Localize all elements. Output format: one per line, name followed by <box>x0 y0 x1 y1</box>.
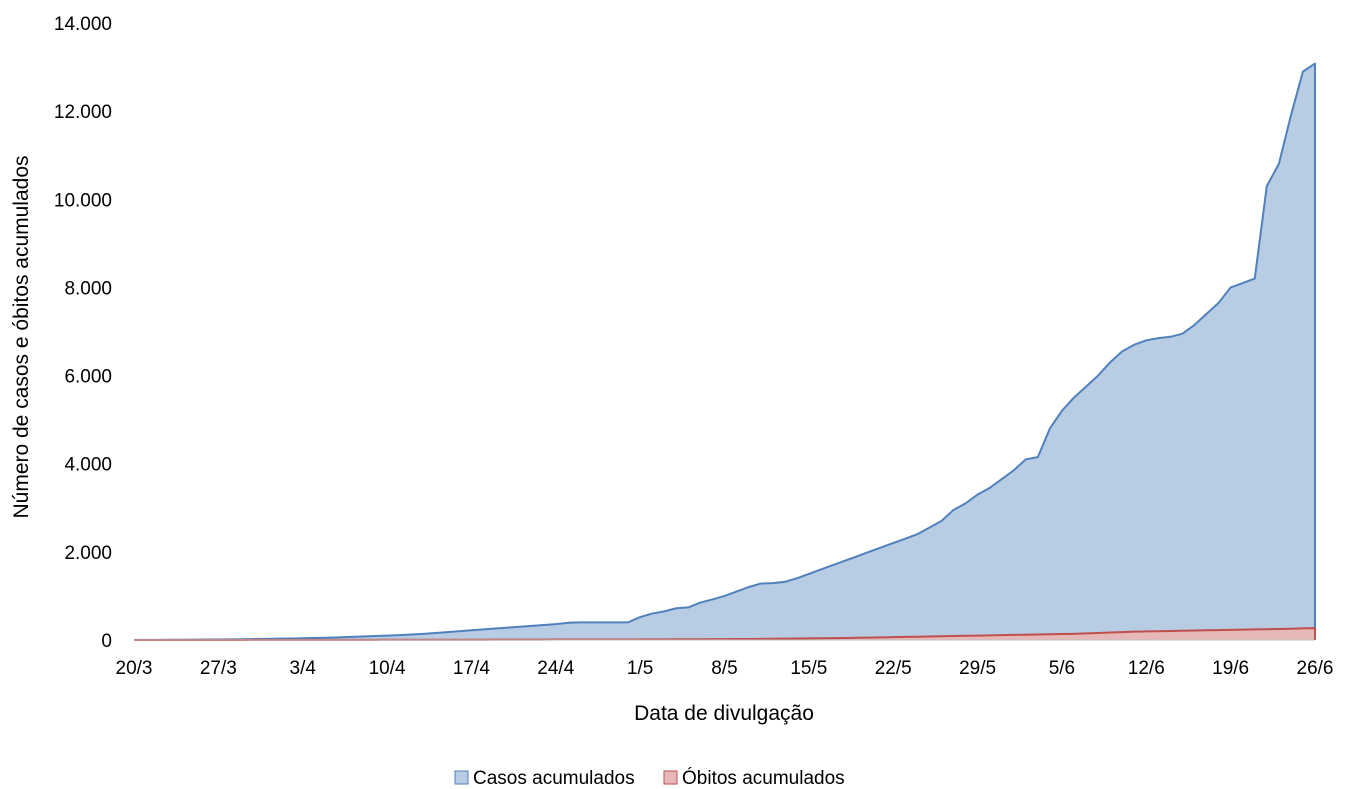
x-tick-label: 15/5 <box>790 658 827 679</box>
x-tick-label: 19/6 <box>1212 658 1249 679</box>
series-area-1 <box>134 628 1315 640</box>
legend-swatch-casos <box>454 770 469 785</box>
y-tick-label: 10.000 <box>54 190 112 211</box>
x-tick-label: 12/6 <box>1128 658 1165 679</box>
x-tick-label: 20/3 <box>116 658 153 679</box>
x-tick-label: 22/5 <box>875 658 912 679</box>
x-tick-label: 5/6 <box>1049 658 1075 679</box>
legend: Casos acumulados Óbitos acumulados <box>454 767 845 789</box>
legend-label-obitos: Óbitos acumulados <box>682 767 845 789</box>
x-axis-title: Data de divulgação <box>634 702 814 725</box>
y-tick-label: 12.000 <box>54 102 112 123</box>
x-tick-label: 1/5 <box>627 658 653 679</box>
x-tick-label: 24/4 <box>537 658 574 679</box>
x-tick-label: 3/4 <box>290 658 317 679</box>
legend-swatch-obitos <box>663 770 678 785</box>
y-tick-label: 14.000 <box>54 14 112 35</box>
x-tick-label: 17/4 <box>453 658 490 679</box>
x-tick-label: 26/6 <box>1297 658 1334 679</box>
legend-label-casos: Casos acumulados <box>473 768 635 789</box>
series-area-0 <box>134 63 1315 641</box>
y-tick-label: 0 <box>101 631 112 652</box>
y-axis-title: Número de casos e óbitos acumulados <box>10 155 33 518</box>
x-tick-label: 29/5 <box>959 658 996 679</box>
y-tick-label: 6.000 <box>64 367 112 388</box>
series-line-0 <box>133 62 1316 641</box>
x-tick-label: 8/5 <box>711 658 737 679</box>
x-tick-label: 27/3 <box>200 658 237 679</box>
y-axis-ticks: 0 2.000 4.000 6.000 8.000 10.000 12.000 14.000 <box>54 14 112 652</box>
y-tick-label: 8.000 <box>64 278 112 299</box>
y-tick-label: 2.000 <box>64 543 112 564</box>
x-axis-ticks: 20/3 27/3 3/4 10/4 17/4 24/4 1/5 8/5 15/5 22/5 29/… <box>116 658 1334 679</box>
x-tick-label: 10/4 <box>369 658 406 679</box>
plot-areas <box>133 62 1316 641</box>
y-tick-label: 4.000 <box>64 455 112 476</box>
